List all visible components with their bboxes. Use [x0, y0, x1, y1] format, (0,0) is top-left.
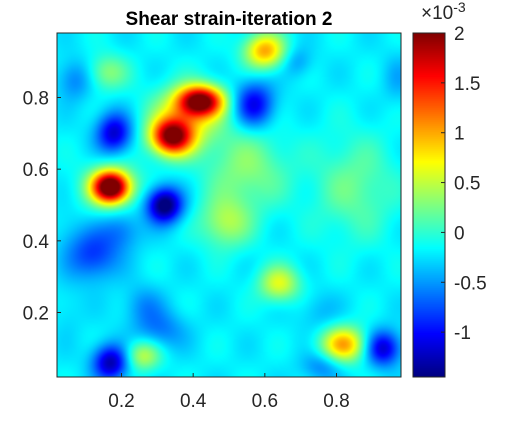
x-tick-label: 0.4 — [180, 391, 207, 412]
colorbar-exponent-base: ×10 — [421, 3, 453, 24]
colorbar-gradient — [413, 33, 445, 377]
colorbar: -1 -0.5 0 0.5 1 1.5 2 ×10-3 — [412, 0, 487, 378]
x-tick-label: 0.2 — [108, 391, 134, 412]
colorbar-tick-label: -1 — [454, 323, 471, 344]
y-tick-label: 0.6 — [23, 160, 49, 181]
heatmap-image — [57, 33, 401, 377]
colorbar-exponent-power: -3 — [453, 0, 466, 15]
y-tick-label: 0.2 — [23, 304, 49, 325]
x-tick-label: 0.6 — [252, 391, 278, 412]
colorbar-tick-label: 1 — [454, 124, 465, 145]
y-tick-label: 0.8 — [23, 89, 49, 110]
colorbar-tick-label: 2 — [454, 24, 465, 45]
x-axis: 0.2 0.4 0.6 0.8 — [108, 373, 350, 412]
plot-frame — [56, 32, 402, 378]
colorbar-tick-label: 0.5 — [454, 174, 480, 195]
colorbar-tick-label: 0 — [454, 223, 465, 244]
colorbar-exponent-label: ×10-3 — [421, 0, 466, 24]
colorbar-tick-label: 1.5 — [454, 74, 480, 95]
colorbar-frame — [412, 32, 446, 378]
colorbar-ticks: -1 -0.5 0 0.5 1 1.5 2 — [441, 24, 487, 344]
y-tick-label: 0.4 — [23, 232, 50, 253]
colorbar-tick-label: -0.5 — [454, 273, 487, 294]
y-axis: 0.2 0.4 0.6 0.8 — [23, 89, 61, 325]
heatmap-plot-area — [56, 32, 402, 378]
chart-title: Shear strain-iteration 2 — [126, 9, 333, 30]
x-tick-label: 0.8 — [323, 391, 349, 412]
